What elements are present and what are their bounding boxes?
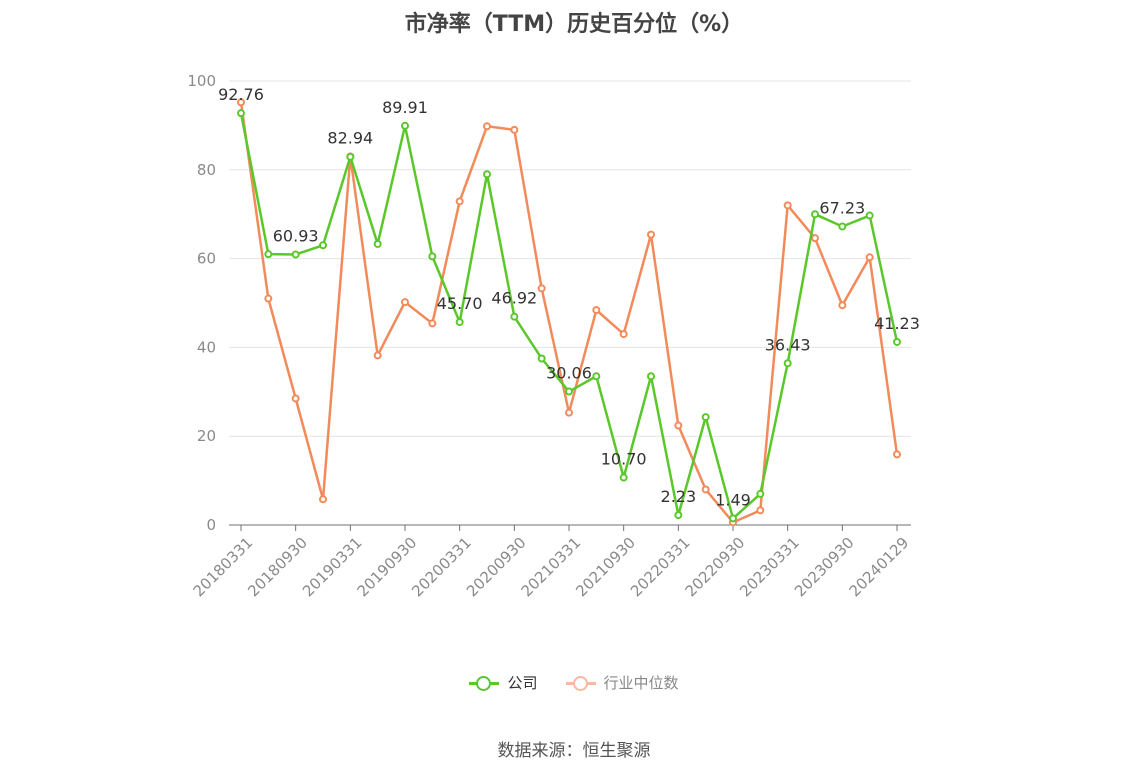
industry-median-point [428,319,437,328]
company-point [783,359,792,368]
company-point [373,239,382,248]
chart-title: 市净率（TTM）历史百分位（%） [404,12,744,37]
industry-median-point [674,421,683,430]
legend-industry-marker-icon [565,675,596,691]
data-label: 92.76 [218,85,264,104]
industry-median-point [783,201,792,210]
industry-median-point [319,495,327,504]
data-label: 46.92 [491,289,537,308]
company-point [455,318,464,327]
industry-median-point [510,125,519,134]
industry-median-point [565,408,573,417]
legend: 公司 行业中位数 [0,672,1148,693]
y-tick-label: 20 [197,427,216,445]
company-point [729,514,737,523]
data-labels: 92.76 60.93 82.94 89.91 45.70 46.92 30.06 10.70… [218,85,920,509]
data-label: 89.91 [382,98,428,117]
industry-median-point [619,330,628,339]
company-point [565,387,573,396]
legend-item-industry-median[interactable]: 行业中位数 [565,672,679,693]
company-point [510,312,519,321]
legend-company-label: 公司 [507,674,538,692]
data-label: 1.49 [715,490,751,509]
source-note: 数据来源：恒生聚源 [497,741,651,761]
data-label: 2.23 [661,487,697,506]
company-point [428,252,437,261]
company-point [865,211,874,220]
data-label: 82.94 [327,129,373,148]
company-point [237,109,245,118]
y-tick-label: 60 [197,250,216,268]
company-point [537,354,546,363]
company-point [619,473,628,482]
industry-median-point [455,197,464,206]
data-label: 36.43 [765,335,811,354]
legend-industry-label: 行业中位数 [603,674,679,692]
company-point [701,413,710,422]
company-point [592,372,601,381]
company-point [483,170,491,179]
industry-median-point [865,253,874,262]
company-point [291,250,300,259]
company-point [674,511,683,520]
industry-median-point [237,98,245,107]
company-point [401,121,409,130]
x-tick-label: 20240129 [846,534,913,601]
industry-median-point [264,294,273,303]
data-label: 67.23 [819,198,865,217]
data-label: 10.70 [601,449,647,468]
legend-item-company[interactable]: 公司 [469,672,538,693]
legend-company-marker-icon [469,675,500,691]
company-point [647,372,655,381]
data-label: 41.23 [874,314,920,333]
company-point [838,222,847,231]
industry-median-point [811,234,819,243]
y-tick-label: 80 [197,161,216,179]
industry-median-point [756,506,765,515]
industry-median-point [893,450,901,459]
industry-median-point [373,351,382,360]
industry-median-point [701,485,710,494]
industry-median-point [647,230,655,239]
industry-median-point [291,394,300,403]
company-line [239,112,899,520]
series-lines [237,98,901,527]
data-label: 45.70 [437,294,483,313]
line-chart: 0204060801002018033120180930201903312019… [187,72,920,601]
company-point [319,241,327,250]
industry-median-point [401,298,409,307]
y-tick-label: 40 [197,338,216,356]
company-point [756,489,765,498]
industry-median-point [592,306,601,315]
company-point [346,152,355,161]
industry-median-point [483,122,491,131]
y-tick-label: 0 [206,516,216,534]
industry-median-point [537,284,546,293]
company-point [264,250,273,259]
company-point [811,210,819,219]
data-label: 60.93 [273,226,319,245]
data-label: 30.06 [546,364,592,383]
industry-median-line [239,102,899,524]
industry-median-point [838,301,847,310]
y-tick-label: 100 [187,72,216,90]
company-point [893,337,901,346]
